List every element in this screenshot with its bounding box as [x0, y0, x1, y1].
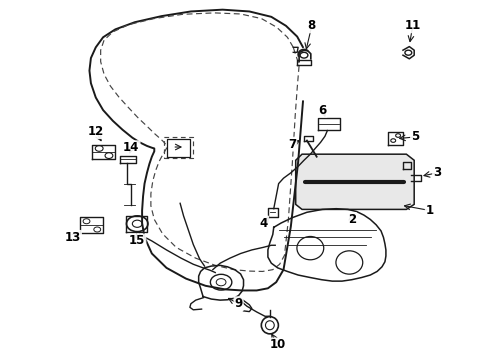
Text: 12: 12 [87, 125, 103, 138]
Text: 13: 13 [64, 231, 81, 244]
Polygon shape [295, 154, 413, 210]
Text: 11: 11 [404, 19, 420, 32]
Text: 6: 6 [318, 104, 326, 117]
Text: 8: 8 [307, 19, 315, 32]
Text: 14: 14 [123, 141, 139, 154]
Text: 4: 4 [259, 216, 267, 230]
Text: 10: 10 [269, 338, 285, 351]
Text: 2: 2 [347, 213, 355, 226]
Text: 7: 7 [287, 138, 296, 150]
Text: 3: 3 [432, 166, 440, 179]
Text: 9: 9 [234, 297, 242, 310]
Text: 1: 1 [425, 204, 433, 217]
Text: 15: 15 [129, 234, 145, 247]
Text: 5: 5 [410, 130, 418, 144]
